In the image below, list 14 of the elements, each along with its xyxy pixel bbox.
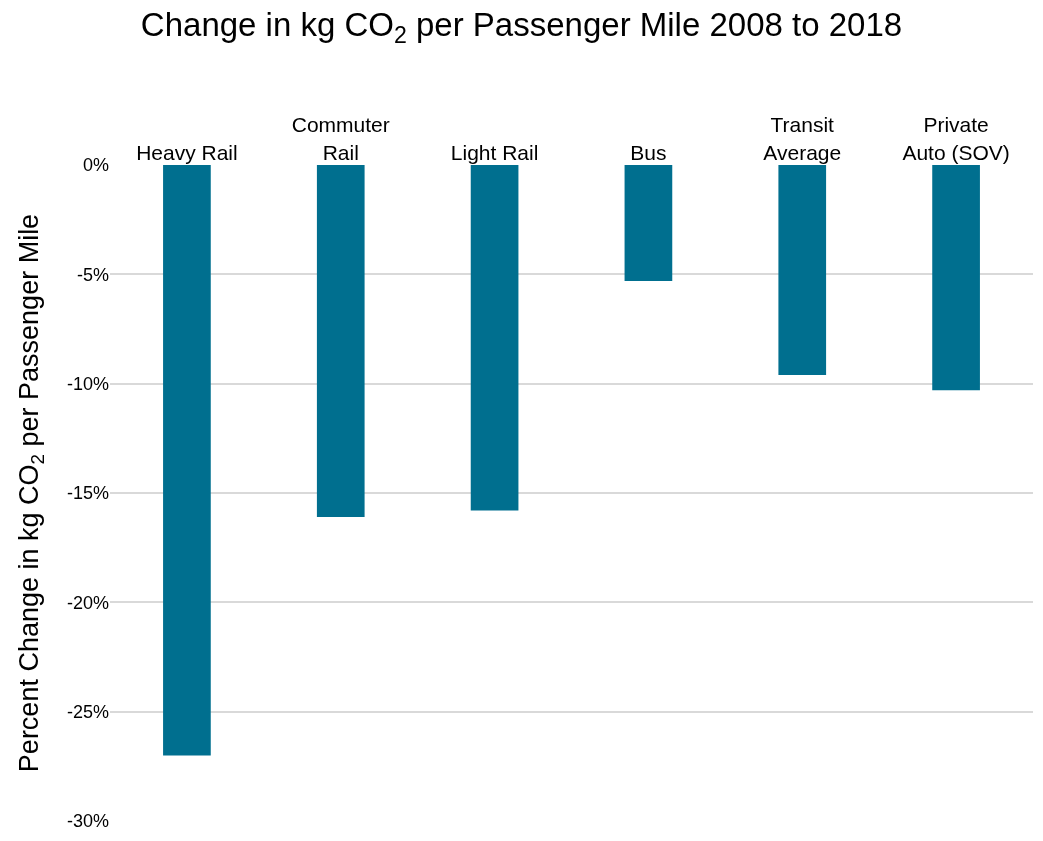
chart-title: Change in kg CO$_{2}$ per Passenger Mile 2008 to 2018 <box>140 5 903 48</box>
y-tick-label: -20% <box>66 592 109 613</box>
x-tick-label: Light Rail <box>450 140 539 164</box>
x-tick-label: Commuter Rail <box>291 113 390 164</box>
y-tick-label: 0% <box>82 155 109 176</box>
x-tick-label: Transit Average <box>763 113 842 164</box>
y-tick-label: -30% <box>66 811 109 832</box>
y-tick-label: -25% <box>66 701 109 722</box>
x-tick-label: Bus <box>630 140 667 164</box>
y-tick-label: -10% <box>66 373 109 394</box>
x-tick-label: Private Auto (SOV) <box>902 113 1010 164</box>
x-tick-label: Heavy Rail <box>136 140 238 164</box>
y-tick-label: -5% <box>76 264 109 285</box>
y-tick-label: -15% <box>66 483 109 504</box>
